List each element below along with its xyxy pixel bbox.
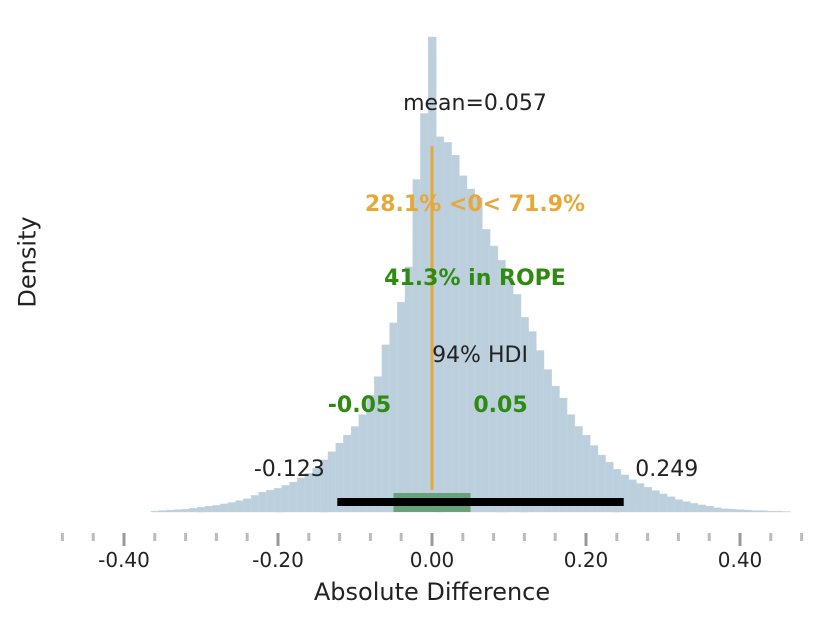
histogram-bar [327, 451, 337, 513]
histogram-bar [643, 487, 653, 513]
hdi-high-label: 0.249 [635, 457, 699, 482]
hdi-low-label: -0.123 [253, 457, 325, 482]
histogram-bar [297, 477, 306, 513]
histogram-bar [720, 508, 730, 513]
histogram-bar [196, 507, 206, 513]
histogram-bar [173, 509, 183, 513]
histogram-bar [774, 510, 783, 513]
x-axis-title: Absolute Difference [313, 578, 551, 606]
histogram-bar [289, 481, 298, 513]
histogram-bar [782, 511, 791, 513]
rope-percent-label: 41.3% in ROPE [384, 266, 566, 291]
histogram-bar [759, 510, 768, 513]
histogram-bar [281, 485, 291, 513]
x-tick-label: 0.00 [409, 548, 455, 572]
histogram-bar [189, 508, 198, 513]
reference-percent-label: 28.1% <0< 71.9% [364, 192, 586, 217]
mean-label: mean=0.057 [403, 91, 547, 116]
histogram-bar [420, 113, 429, 513]
histogram-bar [166, 509, 175, 513]
histogram-bar [743, 509, 753, 513]
histogram-bar [150, 510, 160, 513]
histogram-bar [551, 385, 560, 513]
histogram-bar [204, 506, 214, 513]
histogram-bar [666, 496, 676, 513]
histogram-bar [266, 489, 275, 513]
histogram-bar [728, 508, 737, 513]
histogram-bar [358, 414, 368, 513]
rope-low-label: -0.05 [327, 393, 392, 418]
histogram-bar [697, 504, 706, 513]
histogram-bar [620, 474, 629, 513]
histogram-bar [543, 369, 552, 513]
histogram-bar [558, 397, 568, 513]
histogram-bar [651, 490, 660, 513]
histogram-bar [658, 493, 668, 513]
histogram-bar [735, 509, 745, 513]
histogram-bar [158, 510, 167, 513]
histogram-bar [250, 495, 260, 513]
histogram-bar [243, 498, 252, 513]
histogram-bar [674, 499, 683, 513]
histogram-bar [258, 491, 268, 513]
histogram-bar [628, 479, 637, 513]
rope-high-label: 0.05 [473, 393, 528, 418]
histogram-bar [682, 501, 691, 513]
x-axis-ticks [60, 533, 804, 546]
x-tick-label: -0.40 [98, 548, 150, 572]
histogram-bar [220, 503, 229, 513]
y-axis-title: Density [13, 216, 42, 308]
hdi-label: 94% HDI [432, 343, 528, 368]
x-tick-label: -0.20 [252, 548, 304, 572]
histogram-bar [689, 503, 699, 513]
histogram-bar [566, 414, 576, 513]
histogram-bar [212, 505, 221, 513]
histogram-bar [751, 510, 760, 513]
histogram-bar [535, 350, 545, 513]
histogram-bar [273, 488, 283, 513]
histogram-bar [766, 510, 776, 513]
histogram-bar [381, 344, 391, 513]
x-tick-label: 0.40 [717, 548, 763, 572]
histogram-bar [497, 260, 506, 513]
histogram-bar [712, 507, 722, 513]
histogram-bar [235, 500, 244, 513]
histogram-bar [181, 508, 191, 513]
histogram-bar [397, 301, 406, 513]
histogram-bar [528, 331, 537, 513]
histogram-bar [227, 502, 237, 513]
histogram-bar [635, 483, 645, 513]
x-tick-label: 0.20 [563, 548, 609, 572]
histogram-bar [705, 506, 714, 513]
histogram-bar [404, 266, 414, 513]
histogram-bar [412, 179, 422, 513]
